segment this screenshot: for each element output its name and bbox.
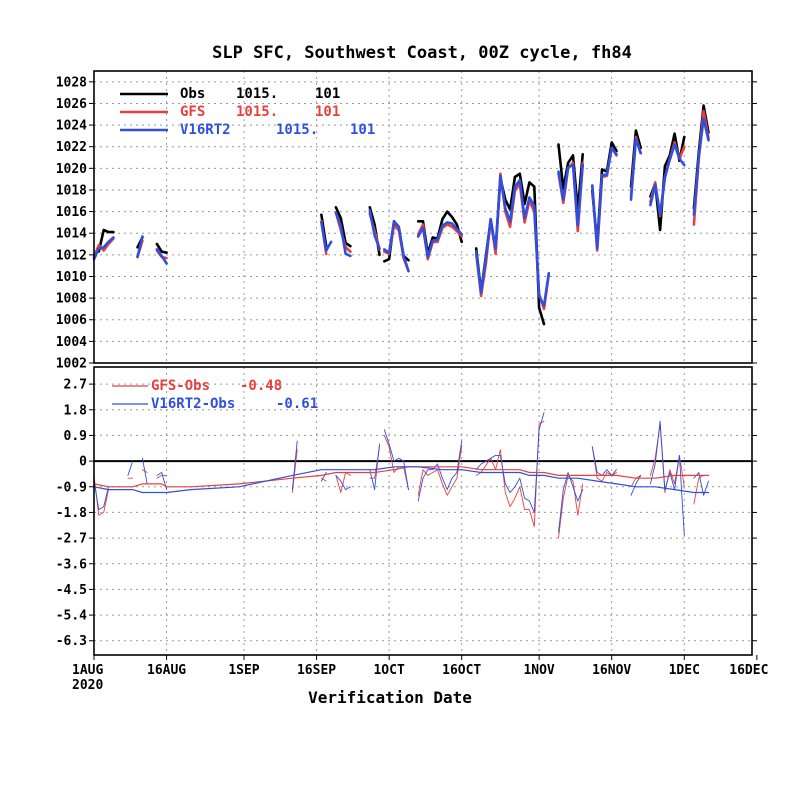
bottom-panel-frame: [93, 366, 753, 656]
legend-label-diff-gfs: GFS-Obs: [151, 378, 210, 394]
frame-layer: [93, 70, 753, 656]
top-y-tick-label: 1026: [56, 97, 87, 112]
legend-count-obs: 101: [315, 86, 340, 102]
bottom-y-tick-label: -5.4: [56, 609, 87, 624]
x-tick-label: 1AUG: [72, 663, 103, 678]
x-tick-label: 16AUG: [147, 663, 186, 678]
bottom-y-tick-label: -1.8: [56, 506, 87, 521]
x-tick-label: 16SEP: [297, 663, 336, 678]
top-v16-line: [692, 117, 710, 217]
bottom-v16-line: [156, 472, 168, 491]
x-tick-label: 16OCT: [442, 663, 481, 678]
top-y-tick-label: 1004: [56, 335, 87, 350]
legend-label-gfs: GFS: [180, 104, 205, 120]
legend-value-diff-v16: -0.61: [276, 396, 318, 412]
bottom-y-tick-label: -0.9: [56, 480, 87, 495]
top-y-tick-label: 1002: [56, 357, 87, 372]
bottom-v16-line: [558, 472, 584, 533]
top-v16-line: [155, 248, 168, 265]
top-v16-line: [416, 221, 464, 259]
x-tick-label: 1OCT: [373, 663, 404, 678]
bottom-v16-line: [591, 446, 617, 476]
bottom-v16-line: [93, 466, 710, 494]
x-axis-label: Verification Date: [308, 688, 472, 707]
top-v16-line: [474, 174, 551, 308]
bottom-y-tick-label: -2.7: [56, 532, 87, 547]
bottom-v16-line: [475, 412, 545, 513]
bottom-v16-line: [335, 474, 351, 491]
bottom-v16-line: [417, 440, 463, 502]
bottom-v16-line: [127, 460, 134, 476]
top-y-tick-label: 1018: [56, 183, 87, 198]
top-v16-line: [649, 143, 686, 217]
bottom-y-tick-label: -3.6: [56, 557, 87, 572]
bottom-y-tick-label: 1.8: [64, 403, 88, 418]
bottom-gfs-line: [335, 472, 351, 493]
x-tick-label: 1DEC: [669, 663, 700, 678]
bottom-v16-line: [369, 443, 380, 491]
top-obs-line: [334, 206, 352, 248]
x-tick-label: 1SEP: [228, 663, 259, 678]
bottom-gfs-line: [93, 466, 710, 488]
top-v16-line: [136, 235, 144, 259]
bottom-v16-line: [141, 457, 148, 485]
bottom-y-tick-label: 0: [79, 455, 87, 470]
top-obs-line: [155, 242, 168, 254]
top-y-tick-label: 1014: [56, 227, 87, 242]
x-tick-year-label: 2020: [72, 678, 103, 693]
top-v16-line: [320, 221, 333, 252]
top-v16-line: [368, 209, 381, 250]
legend-mean-v16: 1015.: [276, 122, 318, 138]
top-v16-line: [557, 163, 585, 227]
top-v16-line: [92, 236, 115, 261]
x-tick-label: 16DEC: [729, 663, 768, 678]
bottom-v16-line: [320, 472, 327, 482]
legend-label-obs: Obs: [180, 86, 205, 102]
bottom-v16-line: [291, 440, 298, 491]
bottom-y-tick-label: -6.3: [56, 634, 87, 649]
bottom-v16-line: [649, 420, 685, 536]
top-y-tick-label: 1022: [56, 140, 87, 155]
x-tick-label: 1NOV: [523, 663, 554, 678]
top-y-tick-label: 1012: [56, 248, 87, 263]
chart-title: SLP SFC, Southwest Coast, 00Z cycle, fh8…: [212, 43, 632, 63]
series-layer: [92, 104, 710, 539]
top-v16-line: [629, 137, 643, 201]
top-v16-line: [334, 211, 352, 258]
top-y-tick-label: 1008: [56, 292, 87, 307]
top-v16-line: [590, 146, 618, 250]
bottom-y-tick-label: 0.9: [64, 429, 87, 444]
bottom-y-tick-label: -4.5: [56, 583, 87, 598]
legend-layer: Obs 1015. 101 GFS 1015. 101 V16RT2 1015. 101 GFS-…: [112, 86, 375, 412]
legend-count-v16: 101: [350, 122, 375, 138]
top-y-tick-label: 1016: [56, 205, 87, 220]
top-y-tick-label: 1028: [56, 75, 87, 90]
bottom-gfs-line: [320, 477, 327, 482]
tick-layer: 1002100410061008101010121014101610181020…: [56, 75, 769, 693]
legend-label-v16: V16RT2: [180, 122, 231, 138]
bottom-v16-line: [93, 480, 109, 511]
top-y-tick-label: 1020: [56, 162, 87, 177]
grid-layer: [94, 71, 752, 655]
legend-value-diff-gfs: -0.48: [240, 378, 282, 394]
bottom-v16-line: [383, 429, 409, 491]
bottom-y-tick-label: 2.7: [64, 378, 87, 393]
legend-mean-gfs: 1015.: [236, 104, 278, 120]
top-panel-frame: [93, 70, 753, 364]
top-y-tick-label: 1006: [56, 313, 87, 328]
x-tick-label: 16NOV: [592, 663, 631, 678]
legend-label-diff-v16: V16RT2-Obs: [151, 396, 235, 412]
legend-count-gfs: 101: [315, 104, 340, 120]
bottom-gfs-line: [417, 446, 463, 496]
bottom-gfs-line: [156, 474, 168, 479]
top-v16-line: [382, 220, 410, 273]
bottom-gfs-line: [475, 420, 545, 528]
top-obs-line: [97, 228, 115, 253]
top-y-tick-label: 1010: [56, 270, 87, 285]
legend-mean-obs: 1015.: [236, 86, 278, 102]
top-y-tick-label: 1024: [56, 119, 87, 134]
